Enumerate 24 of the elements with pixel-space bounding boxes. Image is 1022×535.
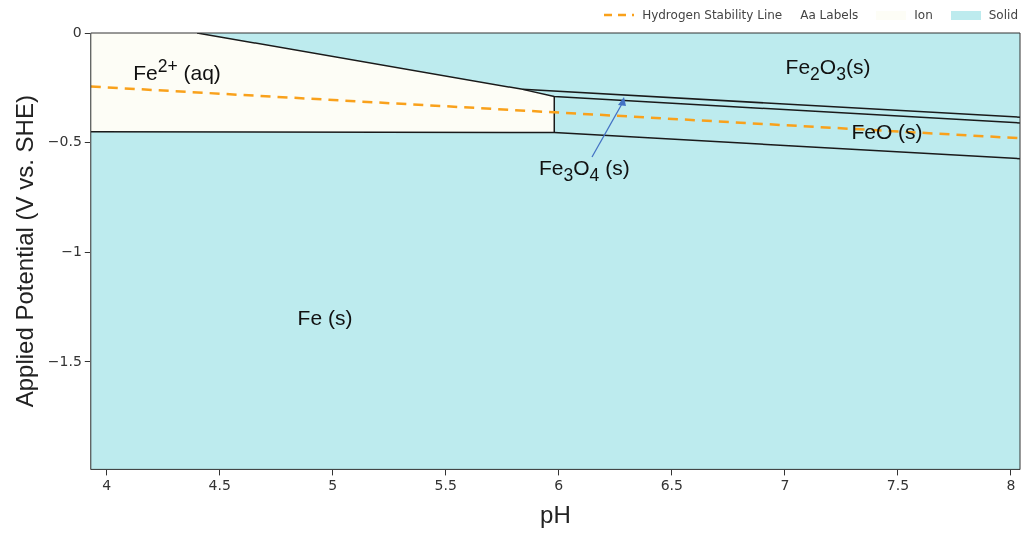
x-tick-label: 7	[780, 477, 790, 494]
annotation: FeO (s)	[851, 120, 923, 144]
annotation: Fe (s)	[297, 306, 353, 330]
x-tick-label: 7.5	[886, 477, 910, 494]
legend-label: Solid	[988, 8, 1018, 22]
annotation: Fe$_{2}$O$_{3}$(s)	[785, 55, 871, 85]
y-tick-label: −1.5	[47, 352, 82, 369]
y-axis-title: Applied Potential (V vs. SHE)	[11, 95, 39, 408]
x-tick-label: 4	[102, 477, 112, 494]
text: Aa Labels	[800, 8, 859, 22]
x-tick-label: 6.5	[660, 477, 683, 494]
y-tick-label: −1	[61, 242, 82, 259]
x-tick-label: 4.5	[208, 477, 231, 494]
legend-label: Hydrogen Stability Line	[642, 8, 783, 22]
x-tick-label: 8	[1006, 477, 1016, 494]
y-tick-label: −0.5	[47, 133, 82, 150]
annotation: Fe$_{3}$O$_{4}$ (s)	[539, 156, 630, 186]
x-axis-title: pH	[540, 501, 571, 529]
annotation: Fe$^{2+}$ (aq)	[133, 55, 221, 85]
x-tick-label: 5.5	[434, 477, 457, 494]
legend-label: Ion	[914, 8, 933, 22]
x-tick-label: 6	[554, 477, 564, 494]
y-tick-label: 0	[72, 23, 82, 40]
x-tick-label: 5	[328, 477, 338, 494]
